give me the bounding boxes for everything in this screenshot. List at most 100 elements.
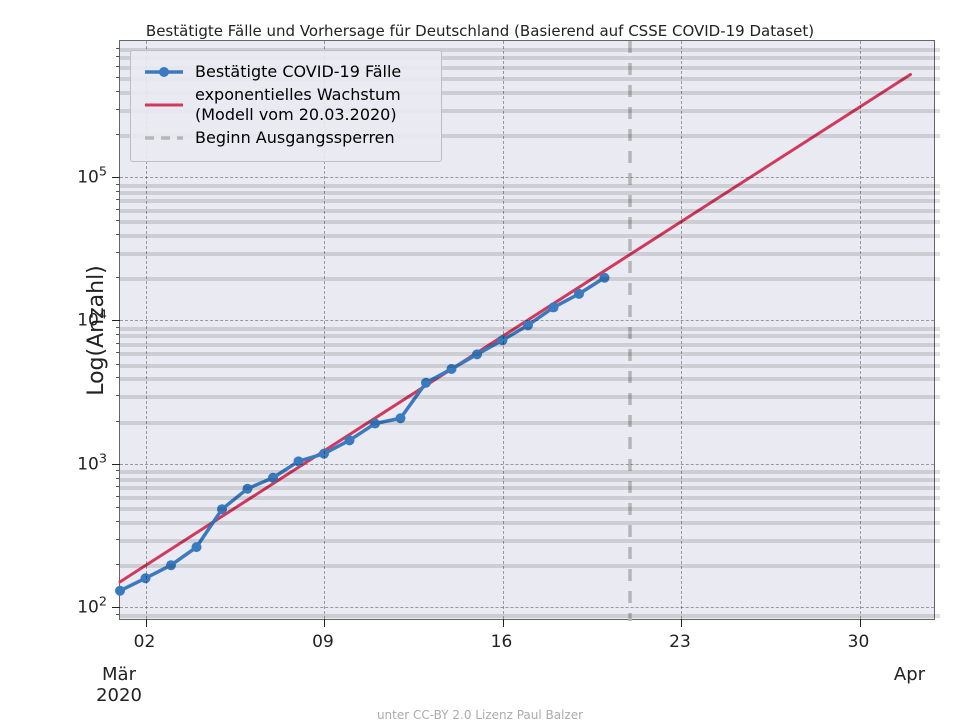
xtick-mark xyxy=(860,619,861,627)
ytick-mark-minor xyxy=(116,220,120,221)
ytick-mark-minor xyxy=(116,352,120,353)
grid-minor-h xyxy=(120,220,940,224)
ytick-mark-minor xyxy=(116,507,120,508)
legend-label: Bestätigte COVID-19 Fälle xyxy=(195,62,401,82)
ytick-mark-minor xyxy=(116,109,120,110)
grid-minor-h xyxy=(120,521,940,525)
ytick-mark-minor xyxy=(116,209,120,210)
xtick-mark xyxy=(146,619,147,627)
ytick-mark-minor xyxy=(116,614,120,615)
legend-item: Bestätigte COVID-19 Fälle xyxy=(143,62,429,82)
xtick-label: 02 xyxy=(134,632,156,652)
grid-major-h xyxy=(120,607,934,608)
ytick-mark-minor xyxy=(116,486,120,487)
legend-swatch xyxy=(143,129,185,147)
grid-major-h xyxy=(120,464,934,465)
grid-minor-h xyxy=(120,334,940,338)
grid-minor-h xyxy=(120,478,940,482)
cases-marker xyxy=(294,456,304,466)
ytick-mark-minor xyxy=(116,496,120,497)
ytick-mark xyxy=(112,607,120,608)
xtick-mark xyxy=(681,619,682,627)
ytick-mark-minor xyxy=(116,91,120,92)
month-label: Apr xyxy=(894,664,925,685)
ytick-mark xyxy=(112,177,120,178)
grid-minor-h xyxy=(120,234,940,238)
ytick-mark-minor xyxy=(116,470,120,471)
chart-title: Bestätigte Fälle und Vorhersage für Deut… xyxy=(0,22,960,40)
ytick-mark-minor xyxy=(116,377,120,378)
ytick-mark-minor xyxy=(116,66,120,67)
grid-minor-h xyxy=(120,199,940,203)
legend-swatch xyxy=(143,63,185,81)
ytick-mark-minor xyxy=(116,191,120,192)
xtick-label: 30 xyxy=(848,632,870,652)
ytick-mark-minor xyxy=(116,421,120,422)
cases-marker xyxy=(574,289,584,299)
ytick-mark-minor xyxy=(116,77,120,78)
ytick-mark-minor xyxy=(116,48,120,49)
grid-minor-h xyxy=(120,486,940,490)
legend-label: Beginn Ausgangssperren xyxy=(195,128,395,148)
ytick-mark xyxy=(112,464,120,465)
grid-minor-h xyxy=(120,421,940,425)
ytick-mark-minor xyxy=(116,56,120,57)
legend-label: exponentielles Wachstum(Modell vom 20.03… xyxy=(195,85,401,125)
ytick-mark-minor xyxy=(116,334,120,335)
grid-minor-h xyxy=(120,507,940,511)
ytick-mark-minor xyxy=(116,184,120,185)
ytick-mark-minor xyxy=(116,521,120,522)
grid-minor-h xyxy=(120,252,940,256)
grid-minor-h xyxy=(120,209,940,213)
grid-minor-h xyxy=(120,352,940,356)
ytick-mark xyxy=(112,320,120,321)
grid-major-v xyxy=(860,41,861,619)
grid-minor-h xyxy=(120,343,940,347)
legend-item: Beginn Ausgangssperren xyxy=(143,128,429,148)
grid-minor-h xyxy=(120,564,940,568)
grid-minor-h xyxy=(120,184,940,188)
ytick-label: 103 xyxy=(77,451,107,474)
grid-minor-h xyxy=(120,395,940,399)
grid-minor-h xyxy=(120,377,940,381)
grid-minor-h xyxy=(120,539,940,543)
xtick-label: 23 xyxy=(669,632,691,652)
grid-minor-h xyxy=(120,496,940,500)
cases-marker xyxy=(345,435,355,445)
grid-minor-h xyxy=(120,470,940,474)
ytick-mark-minor xyxy=(116,234,120,235)
xtick-label: 16 xyxy=(491,632,513,652)
grid-major-v xyxy=(503,41,504,619)
grid-major-v xyxy=(681,41,682,619)
grid-minor-h xyxy=(120,364,940,368)
ytick-mark-minor xyxy=(116,199,120,200)
cases-marker xyxy=(549,302,559,312)
ytick-mark-minor xyxy=(116,343,120,344)
grid-major-h xyxy=(120,177,934,178)
grid-minor-h xyxy=(120,327,940,331)
grid-major-h xyxy=(120,320,934,321)
ytick-label: 102 xyxy=(77,595,107,618)
month-label: Mär2020 xyxy=(96,664,142,706)
xtick-label: 09 xyxy=(312,632,334,652)
legend-item: exponentielles Wachstum(Modell vom 20.03… xyxy=(143,85,429,125)
ytick-label: 105 xyxy=(77,165,107,188)
xtick-mark xyxy=(503,619,504,627)
cases-marker xyxy=(192,542,202,552)
legend-swatch xyxy=(143,96,185,114)
xtick-mark xyxy=(324,619,325,627)
ytick-mark-minor xyxy=(116,478,120,479)
ytick-label: 104 xyxy=(77,308,107,331)
ytick-mark-minor xyxy=(116,564,120,565)
ytick-mark-minor xyxy=(116,252,120,253)
ytick-mark-minor xyxy=(116,327,120,328)
ytick-mark-minor xyxy=(116,134,120,135)
grid-minor-h xyxy=(120,191,940,195)
grid-minor-h xyxy=(120,614,940,618)
ytick-mark-minor xyxy=(116,539,120,540)
figure: Bestätigte Fälle und Vorhersage für Deut… xyxy=(0,0,960,720)
ytick-mark-minor xyxy=(116,277,120,278)
legend: Bestätigte COVID-19 Fälle exponentielles … xyxy=(130,50,442,162)
grid-minor-h xyxy=(120,277,940,281)
ytick-mark-minor xyxy=(116,395,120,396)
